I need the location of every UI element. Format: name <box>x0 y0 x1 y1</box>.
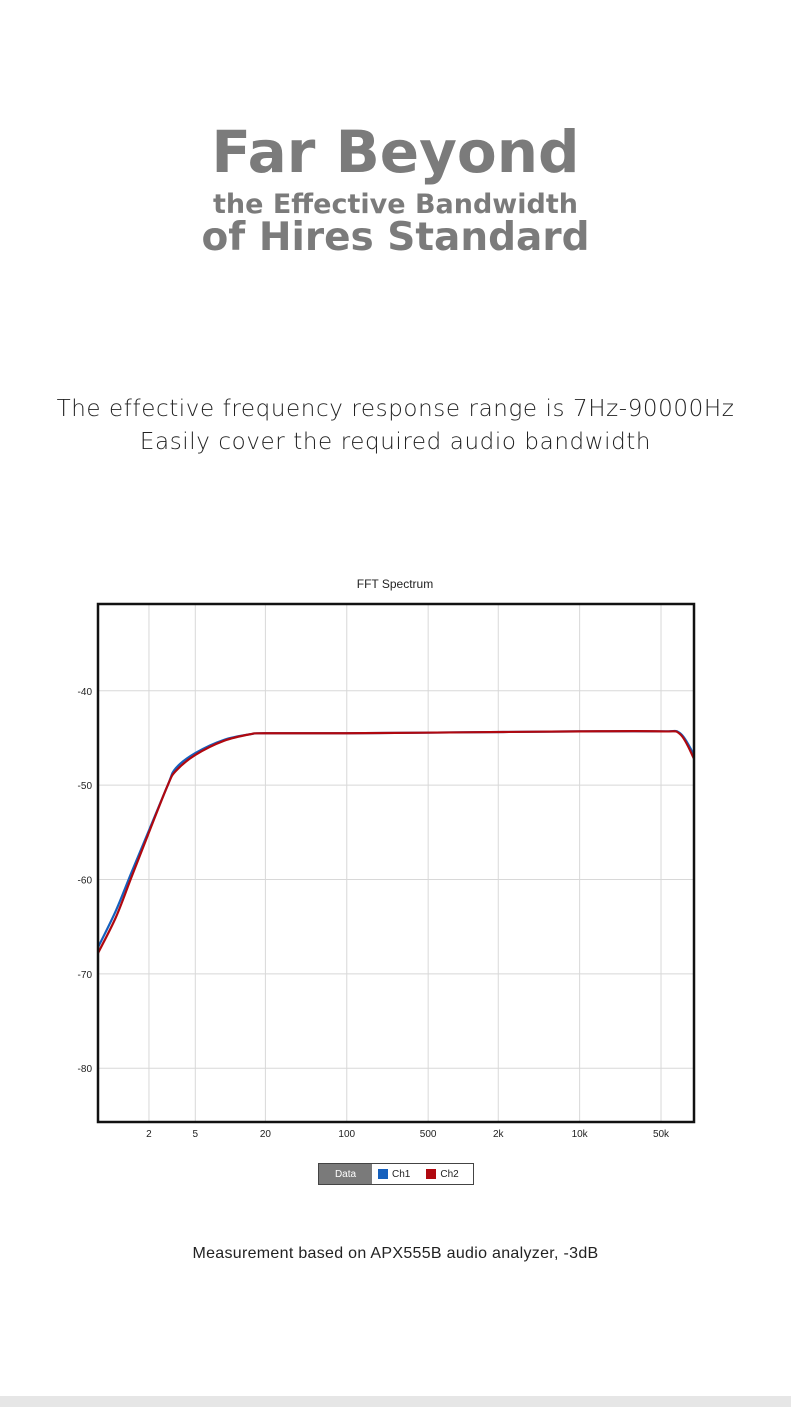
headline-line-3: of Hires Standard <box>201 215 590 260</box>
headline-line-2: the Effective Bandwidth <box>213 189 578 220</box>
bandwidth-text: Easily cover the required audio bandwidt… <box>139 429 652 455</box>
headline: Far Beyond <box>211 118 580 186</box>
measurement-note: Measurement based on APX555B audio analy… <box>192 1245 599 1262</box>
ch1-swatch <box>378 1169 388 1179</box>
legend-title: Data <box>319 1164 372 1184</box>
x-tick-label: 100 <box>338 1129 355 1140</box>
x-tick-label: 2k <box>493 1129 505 1140</box>
x-tick-label: 2 <box>146 1129 152 1140</box>
legend-label: Ch1 <box>392 1168 411 1180</box>
chart-legend: Data Ch1 Ch2 <box>318 1163 474 1185</box>
x-tick-label: 20 <box>260 1129 272 1140</box>
y-tick-label: -70 <box>78 970 93 981</box>
y-tick-label: -80 <box>78 1064 93 1075</box>
frequency-range-text: The effective frequency response range i… <box>56 396 735 422</box>
x-tick-label: 50k <box>653 1129 670 1140</box>
x-tick-label: 500 <box>420 1129 437 1140</box>
fft-spectrum-chart: FFT Spectrum 2 5 20 100 500 2k 10k 50k -40 -50 -60… <box>78 577 696 1140</box>
y-tick-label: -40 <box>78 687 93 698</box>
legend-item-ch2[interactable]: Ch2 <box>426 1164 459 1184</box>
x-tick-label: 5 <box>193 1129 199 1140</box>
x-tick-label: 10k <box>572 1129 589 1140</box>
plot-frame <box>96 602 696 1124</box>
y-tick-label: -50 <box>78 781 93 792</box>
bottom-bar <box>0 1396 791 1407</box>
legend-item-ch1[interactable]: Ch1 <box>378 1164 410 1184</box>
ch2-swatch <box>426 1169 437 1179</box>
chart-title: FFT Spectrum <box>357 577 433 591</box>
series-line-ch2 <box>97 730 695 954</box>
series-line-ch1 <box>97 729 695 948</box>
legend-label: Ch2 <box>440 1168 459 1180</box>
y-tick-label: -60 <box>78 876 93 887</box>
